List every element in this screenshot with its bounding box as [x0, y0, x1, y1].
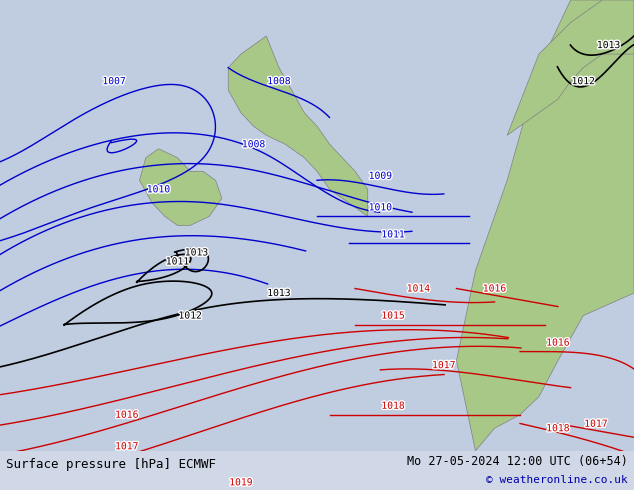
Text: 1018: 1018	[546, 423, 570, 433]
Text: 1007: 1007	[102, 76, 126, 86]
Text: 1017: 1017	[115, 441, 139, 451]
Text: 1016: 1016	[115, 410, 139, 420]
Polygon shape	[228, 36, 368, 217]
Text: 1011: 1011	[165, 256, 190, 267]
Text: © weatheronline.co.uk: © weatheronline.co.uk	[486, 475, 628, 485]
Text: Mo 27-05-2024 12:00 UTC (06+54): Mo 27-05-2024 12:00 UTC (06+54)	[407, 455, 628, 468]
Text: 1016: 1016	[482, 284, 507, 294]
Text: 1010: 1010	[146, 184, 171, 195]
Text: 1012: 1012	[178, 311, 202, 320]
Polygon shape	[456, 0, 634, 451]
Text: 1017: 1017	[432, 360, 456, 370]
Polygon shape	[507, 0, 634, 135]
Text: 1011: 1011	[381, 229, 405, 240]
Text: 1014: 1014	[406, 284, 430, 294]
Polygon shape	[139, 149, 222, 225]
Text: 1013: 1013	[184, 247, 209, 257]
Text: 1016: 1016	[546, 338, 570, 347]
Text: 1017: 1017	[584, 419, 608, 429]
Text: 1018: 1018	[381, 401, 405, 411]
Text: 1008: 1008	[242, 139, 266, 149]
Text: 1012: 1012	[571, 76, 595, 86]
Text: 1013: 1013	[597, 40, 621, 50]
Text: Surface pressure [hPa] ECMWF: Surface pressure [hPa] ECMWF	[6, 458, 216, 471]
Text: 1013: 1013	[267, 288, 291, 298]
Text: 1009: 1009	[368, 171, 392, 181]
Text: 1015: 1015	[381, 311, 405, 320]
Text: 1019: 1019	[229, 477, 253, 488]
Text: 1008: 1008	[267, 76, 291, 86]
Text: 1010: 1010	[368, 202, 392, 212]
